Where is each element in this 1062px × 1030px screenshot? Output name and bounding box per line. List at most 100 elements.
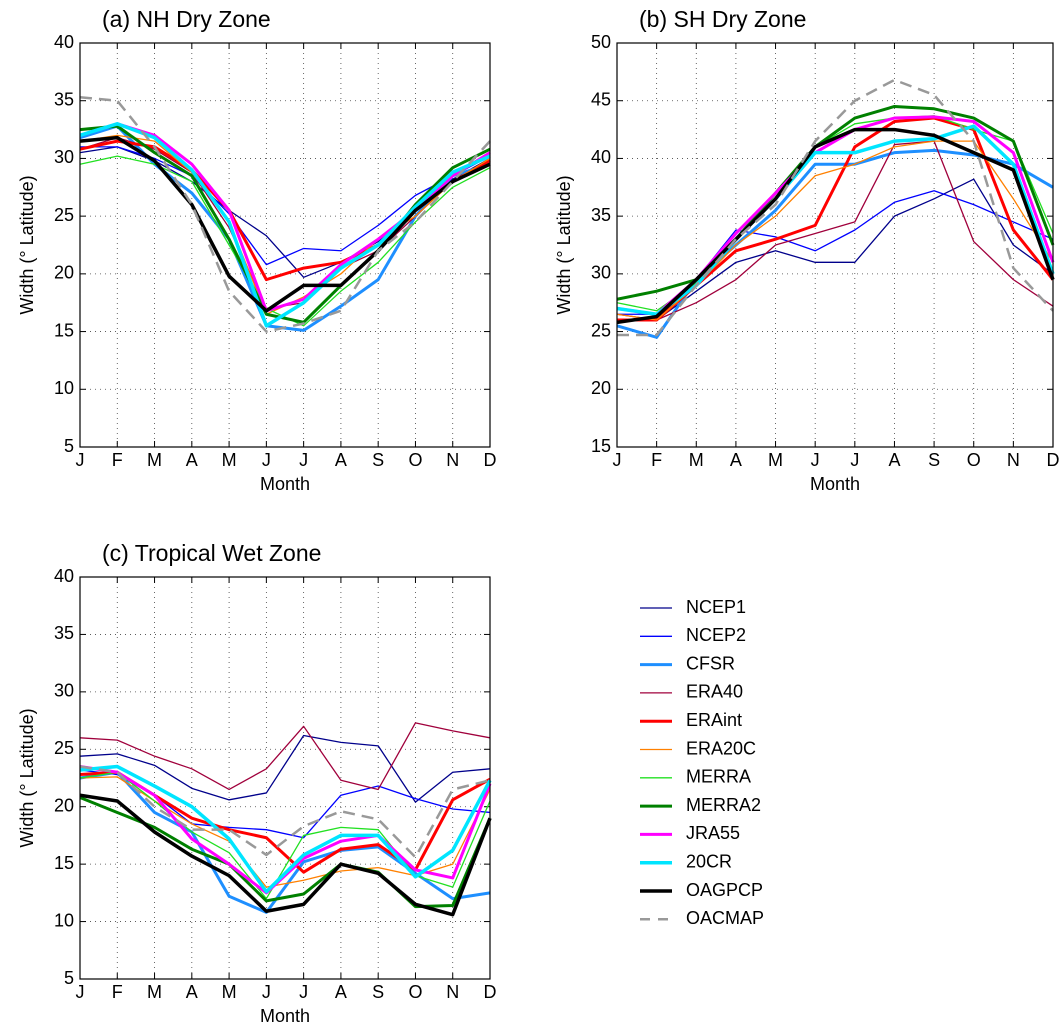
x-axis-label: Month [260,474,310,494]
data-line [617,178,1054,321]
legend-label: MERRA [686,767,751,787]
y-tick-label: 30 [591,263,611,283]
x-tick-label: A [335,450,347,470]
x-tick-label: F [651,450,662,470]
x-tick-label: O [408,450,422,470]
x-tick-label: S [928,450,940,470]
x-tick-label: N [446,450,459,470]
y-tick-label: 35 [54,89,74,109]
x-tick-label: M [768,450,783,470]
data-line [79,734,491,803]
chart-title: (b) SH Dry Zone [639,6,806,32]
data-line [616,124,1055,317]
y-tick-label: 15 [54,320,74,340]
y-tick-label: 45 [591,89,611,109]
plot-area [80,43,490,447]
plot-area [80,577,490,979]
x-tick-label: F [112,982,123,1002]
x-tick-label: M [147,450,162,470]
chart-title: (a) NH Dry Zone [102,6,271,32]
legend-label: NCEP2 [686,625,746,645]
y-tick-label: 30 [54,147,74,167]
y-axis-label: Width (° Latitude) [17,708,37,847]
data-line [79,96,491,333]
y-tick-label: 15 [54,853,74,873]
legend-label: ERAint [686,710,742,730]
x-tick-label: S [372,450,384,470]
x-tick-label: M [147,982,162,1002]
x-tick-label: D [484,450,497,470]
data-line [79,771,491,900]
x-tick-label: J [299,982,308,1002]
axes-frame [616,42,1054,448]
x-tick-label: N [446,982,459,1002]
axes-frame [79,42,491,448]
axes-frame [79,576,491,980]
data-line [79,124,491,324]
x-tick-label: J [613,450,622,470]
data-line [617,78,1054,337]
y-tick-label: 20 [54,795,74,815]
x-tick-label: A [888,450,900,470]
y-tick-label: 25 [54,738,74,758]
legend-label: OACMAP [686,908,764,928]
x-tick-label: O [408,982,422,1002]
data-line [79,135,491,313]
legend-label: JRA55 [686,823,740,843]
x-tick-label: S [372,982,384,1002]
y-tick-label: 30 [54,681,74,701]
x-tick-label: A [335,982,347,1002]
y-tick-label: 5 [64,968,74,988]
legend-label: ERA40 [686,682,743,702]
x-tick-label: D [1047,450,1060,470]
x-tick-label: J [76,982,85,1002]
x-axis-label: Month [260,1006,310,1026]
x-tick-label: A [186,982,198,1002]
data-line [79,722,491,791]
y-tick-label: 10 [54,378,74,398]
data-line [79,793,492,917]
y-tick-label: 10 [54,910,74,930]
legend-label: ERA20C [686,738,756,758]
x-tick-label: J [811,450,820,470]
x-tick-label: O [967,450,981,470]
x-tick-label: A [186,450,198,470]
chart-title: (c) Tropical Wet Zone [102,540,321,566]
y-axis-label: Width (° Latitude) [554,175,574,314]
x-tick-label: D [484,982,497,1002]
plot-area [617,43,1053,447]
x-tick-label: N [1007,450,1020,470]
y-tick-label: 40 [591,147,611,167]
data-line [616,104,1055,301]
data-line [79,765,491,859]
x-tick-label: J [262,982,271,1002]
data-line [616,127,1055,325]
y-tick-label: 20 [591,378,611,398]
legend-label: 20CR [686,851,732,871]
y-axis-label: Width (° Latitude) [17,175,37,314]
x-tick-label: J [299,450,308,470]
x-tick-label: J [850,450,859,470]
x-tick-label: M [222,450,237,470]
data-line [79,764,492,894]
y-tick-label: 40 [54,32,74,52]
legend-label: MERRA2 [686,795,761,815]
y-tick-label: 5 [64,436,74,456]
x-tick-label: F [112,450,123,470]
y-tick-label: 35 [591,205,611,225]
data-line [616,140,1054,321]
legend-label: OAGPCP [686,880,763,900]
x-tick-label: M [222,982,237,1002]
y-tick-label: 35 [54,623,74,643]
legend-label: NCEP1 [686,597,746,617]
x-tick-label: M [689,450,704,470]
y-tick-label: 15 [591,436,611,456]
x-tick-label: J [262,450,271,470]
y-tick-label: 25 [591,320,611,340]
x-axis-label: Month [810,474,860,494]
y-tick-label: 20 [54,263,74,283]
legend-label: CFSR [686,653,735,673]
x-tick-label: J [76,450,85,470]
